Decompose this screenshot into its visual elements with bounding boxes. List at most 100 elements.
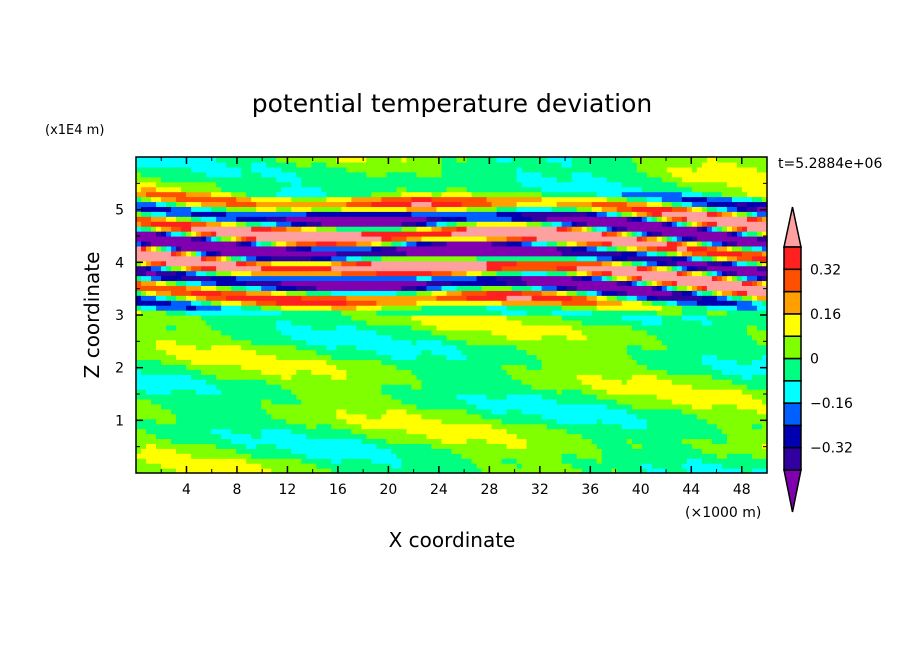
contour-cell [566,394,573,400]
contour-cell [211,398,217,405]
contour-cell [296,324,302,331]
contour-cell [601,379,608,385]
contour-cell [161,403,167,410]
contour-cell [446,344,453,351]
contour-cell [231,458,237,464]
contour-cell [206,408,212,415]
contour-cell [436,443,443,449]
contour-cell [341,310,347,316]
contour-cell [431,319,438,326]
contour-cell [306,334,312,341]
contour-cell [361,339,367,346]
contour-cell [331,468,337,474]
contour-cell [486,384,493,390]
contour-cell [551,433,558,440]
contour-cell [516,300,523,306]
contour-cell [741,329,748,336]
contour-cell [516,384,523,390]
contour-cell [391,458,398,464]
contour-cell [391,418,398,425]
contour-cell [761,369,768,375]
contour-cell [381,324,387,331]
contour-cell [381,413,387,420]
contour-cell [286,384,292,390]
contour-cell [636,389,643,395]
contour-cell [696,300,703,306]
contour-cell [146,384,152,390]
contour-cell [176,413,182,420]
contour-cell [396,398,403,405]
contour-cell [661,300,668,306]
contour-cell [246,364,252,370]
contour-cell [241,453,247,459]
contour-cell [336,359,342,365]
contour-cell [236,433,242,440]
contour-cell [641,448,648,454]
contour-cell [721,300,728,306]
contour-cell [266,319,272,326]
contour-cell [686,300,693,306]
contour-cell [746,339,753,346]
contour-cell [661,344,668,351]
contour-cell [146,315,152,321]
contour-cell [331,359,337,365]
contour-cell [596,319,603,326]
contour-cell [251,339,257,346]
contour-cell [661,374,668,380]
contour-cell [171,359,177,365]
contour-cell [716,324,723,331]
contour-cell [506,275,513,282]
contour-cell [581,423,588,430]
contour-cell [721,339,728,346]
contour-cell [281,418,287,425]
contour-cell [176,275,182,282]
contour-cell [486,374,493,380]
contour-cell [501,310,508,316]
contour-cell [341,359,347,365]
contour-cell [256,280,262,286]
contour-cell [691,324,698,331]
contour-cell [646,295,653,301]
contour-cell [656,468,663,474]
contour-cell [211,413,217,420]
contour-cell [271,389,277,395]
contour-cell [671,339,678,346]
contour-cell [326,349,332,356]
contour-cell [406,453,413,459]
contour-cell [151,369,157,375]
contour-cell [411,295,418,301]
contour-cell [761,374,768,380]
contour-cell [336,295,342,301]
contour-cell [361,280,367,286]
contour-cell [646,369,653,375]
contour-cell [581,354,588,361]
contour-cell [741,280,748,286]
contour-cell [586,344,593,351]
contour-cell [616,394,623,400]
contour-cell [761,398,768,405]
contour-cell [756,468,763,474]
contour-cell [631,468,638,474]
contour-cell [191,423,197,430]
contour-cell [636,379,643,385]
contour-cell [491,379,498,385]
contour-cell [191,344,197,351]
contour-cell [636,295,643,301]
contour-cell [681,398,688,405]
contour-cell [341,389,347,395]
contour-cell [186,324,192,331]
contour-cell [636,305,643,311]
contour-cell [336,334,342,341]
contour-cell [511,295,518,301]
contour-cell [396,344,403,351]
contour-cell [191,428,197,435]
contour-cell [306,453,312,459]
contour-cell [216,428,222,435]
contour-cell [631,408,638,415]
contour-cell [336,349,342,356]
contour-cell [426,349,433,356]
contour-cell [751,334,758,341]
contour-cell [666,359,673,365]
contour-cell [671,443,678,449]
contour-cell [176,334,182,341]
